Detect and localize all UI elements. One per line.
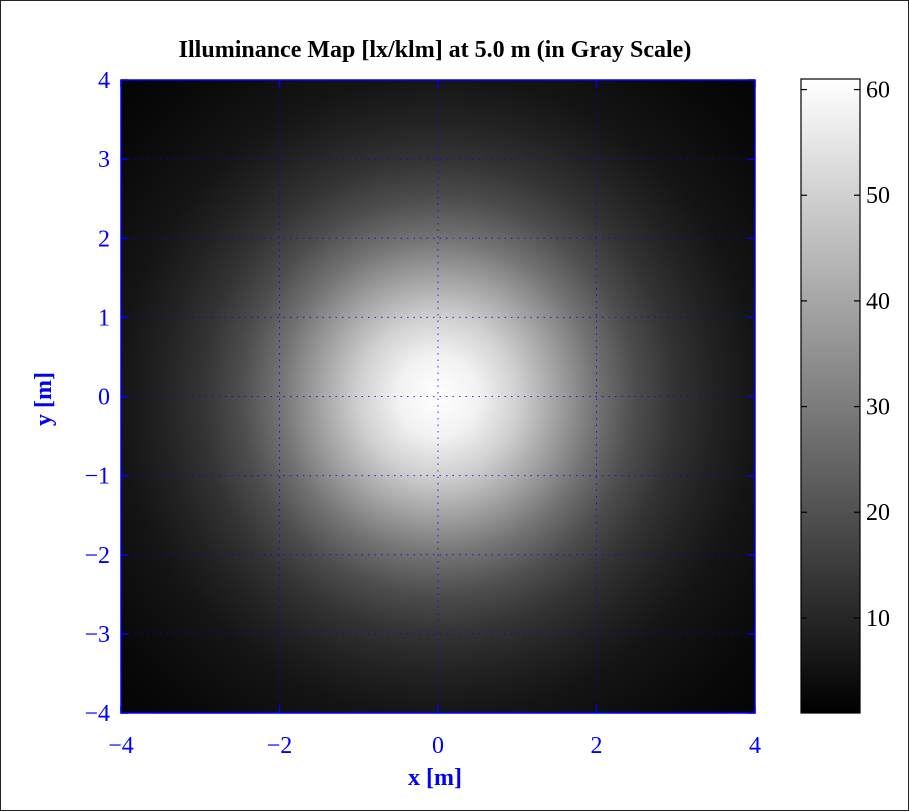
colorbar-tick-label: 30 [866, 395, 890, 421]
y-tick-label: 4 [98, 68, 110, 94]
colorbar-border [800, 78, 861, 714]
y-tick-label: −1 [84, 464, 110, 490]
y-tick-label: 2 [98, 226, 110, 252]
y-tick-labels: −4 −3 −2 −1 0 1 2 3 4 [84, 68, 110, 727]
y-tick-label: −3 [84, 622, 110, 648]
x-tick-label: 0 [432, 733, 444, 759]
chart-title: Illuminance Map [lx/klm] at 5.0 m (in Gr… [179, 37, 692, 63]
x-tick-label: −4 [108, 733, 134, 759]
y-tick-label: 3 [98, 147, 110, 173]
x-tick-label: 4 [749, 733, 761, 759]
colorbar-tick-label: 20 [866, 500, 890, 526]
y-tick-label: −2 [84, 543, 110, 569]
y-tick-label: 0 [98, 385, 110, 411]
x-axis-label: x [m] [408, 765, 462, 791]
x-tick-labels: −4 −2 0 2 4 [108, 733, 761, 759]
colorbar-ticks: 10 20 30 40 50 60 [801, 78, 890, 632]
y-axis-label: y [m] [31, 372, 57, 426]
colorbar-gradient [801, 79, 860, 713]
tick-marks [120, 79, 756, 714]
grid-lines [121, 80, 755, 713]
x-tick-label: 2 [591, 733, 603, 759]
heatmap-plot-area [120, 79, 756, 714]
colorbar-tick-label: 50 [866, 183, 890, 209]
colorbar-tick-label: 10 [866, 606, 890, 632]
colorbar-tick-label: 60 [866, 78, 890, 104]
colorbar-tick-label: 40 [866, 289, 890, 315]
colorbar: 10 20 30 40 50 60 [800, 78, 890, 714]
heatmap-field [121, 80, 755, 713]
y-tick-label: −4 [84, 701, 110, 727]
heatmap-layer [121, 80, 755, 713]
y-tick-label: 1 [98, 305, 110, 331]
x-tick-label: −2 [267, 733, 293, 759]
